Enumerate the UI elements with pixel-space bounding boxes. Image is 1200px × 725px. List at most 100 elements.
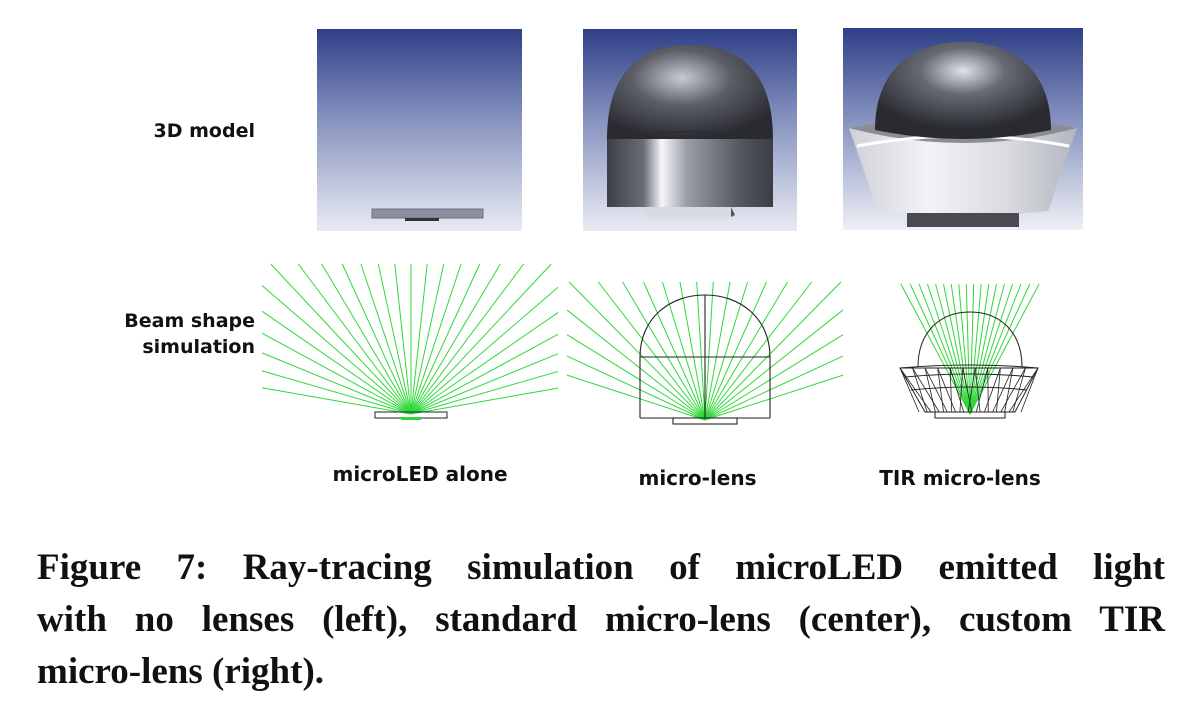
ray-line (410, 263, 445, 415)
model-panel-micro-lens (583, 29, 797, 231)
ray-line (950, 283, 971, 415)
ray-line (969, 283, 990, 415)
ray-line (965, 283, 971, 415)
mesh-line (975, 367, 989, 413)
figure-caption-line1: Figure 7: Ray-tracing simulation of micr… (37, 547, 1165, 588)
caption-tir-micro-lens: TIR micro-lens (855, 466, 1065, 490)
ray-line (918, 283, 971, 415)
ray-line (969, 283, 1031, 415)
ray-line (394, 263, 412, 415)
tir-lens-mesh (899, 367, 1039, 413)
microled-emitter (401, 417, 421, 420)
caption-tir-micro-lens-text: TIR micro-lens (879, 466, 1041, 490)
ray-line (410, 263, 481, 415)
ray-line (935, 283, 971, 415)
ray-line (704, 281, 842, 421)
mesh-line (899, 367, 932, 413)
mesh-line (992, 367, 1014, 413)
ray-line (704, 281, 731, 421)
ray-line (410, 263, 525, 415)
ray-line (969, 283, 998, 415)
ray-line (410, 370, 559, 415)
ray-line (704, 281, 749, 421)
ray-line (410, 387, 559, 415)
figure-caption-line3: micro-lens (right). (37, 651, 325, 692)
mesh-line (959, 367, 964, 413)
ray-line (704, 281, 714, 421)
ray-line (969, 283, 982, 415)
mesh-line (996, 367, 1001, 413)
ray-line (321, 263, 412, 415)
ray-line (261, 352, 412, 415)
ray-line (900, 283, 971, 415)
ray-line (969, 283, 1040, 415)
mesh-line (1000, 367, 1026, 413)
mesh-line (1012, 367, 1026, 413)
ray-line (969, 283, 1005, 415)
ray-line (704, 309, 844, 421)
ray-line (261, 370, 412, 415)
model-panel-microled-alone (317, 29, 522, 231)
mesh-line (937, 367, 944, 413)
ray-line (410, 312, 559, 415)
caption-micro-lens-text: micro-lens (638, 466, 757, 490)
ray-line (568, 281, 706, 421)
ray-line (942, 283, 971, 415)
ray-line (661, 281, 706, 421)
beam-sim-micro-lens (566, 281, 844, 425)
ray-line (566, 334, 706, 421)
ray-line (704, 281, 767, 421)
ray-line (410, 263, 428, 415)
model-microled-alone-render (371, 208, 484, 221)
ray-line (410, 263, 552, 415)
beam-sim-microled-alone (261, 263, 559, 420)
mesh-line (912, 367, 928, 413)
mesh-line (984, 367, 1001, 413)
ray-line (341, 263, 412, 415)
mesh-line (1020, 367, 1039, 413)
ray-line (360, 263, 412, 415)
ray-line (704, 281, 788, 421)
row-label-beam-line1: Beam shape (124, 310, 255, 332)
ray-line (969, 283, 975, 415)
micro-lens-outline (639, 294, 771, 425)
ray-line (410, 286, 559, 415)
mesh-line (1008, 367, 1039, 413)
ray-line (622, 281, 706, 421)
rays-center (566, 281, 844, 421)
mesh-line (924, 367, 936, 413)
ray-line (270, 263, 412, 415)
ray-line (566, 309, 706, 421)
ray-line (643, 281, 706, 421)
ray-line (597, 281, 706, 421)
rays-left (261, 263, 559, 415)
tir-lens-outline (899, 311, 1039, 419)
ray-line (969, 283, 1014, 415)
ray-line (926, 283, 971, 415)
mesh-line (949, 367, 953, 413)
mesh-line (962, 367, 973, 413)
mesh-line (974, 367, 981, 413)
ray-line (261, 332, 412, 415)
ray-line (696, 281, 706, 421)
ray-line (261, 387, 412, 415)
mesh-line (924, 367, 948, 413)
row-label-beam-shape: Beam shape simulation (60, 308, 255, 360)
ray-line (679, 281, 706, 421)
ray-line (909, 283, 971, 415)
ray-line (969, 283, 1022, 415)
ray-line (377, 263, 412, 415)
figure-caption-line2: with no lenses (left), standard micro-le… (37, 599, 1165, 640)
mesh-line (899, 367, 920, 413)
row-label-3d-model: 3D model (100, 118, 255, 144)
ray-line (704, 334, 844, 421)
ray-line (261, 310, 412, 415)
mesh-line (1004, 367, 1014, 413)
ray-line (410, 333, 559, 415)
row-label-beam-line2: simulation (142, 336, 255, 358)
mesh-line (949, 367, 965, 413)
ray-line (704, 281, 813, 421)
ray-line (566, 374, 706, 421)
beam-sim-tir-micro-lens (899, 283, 1040, 419)
mesh-line (967, 367, 976, 413)
